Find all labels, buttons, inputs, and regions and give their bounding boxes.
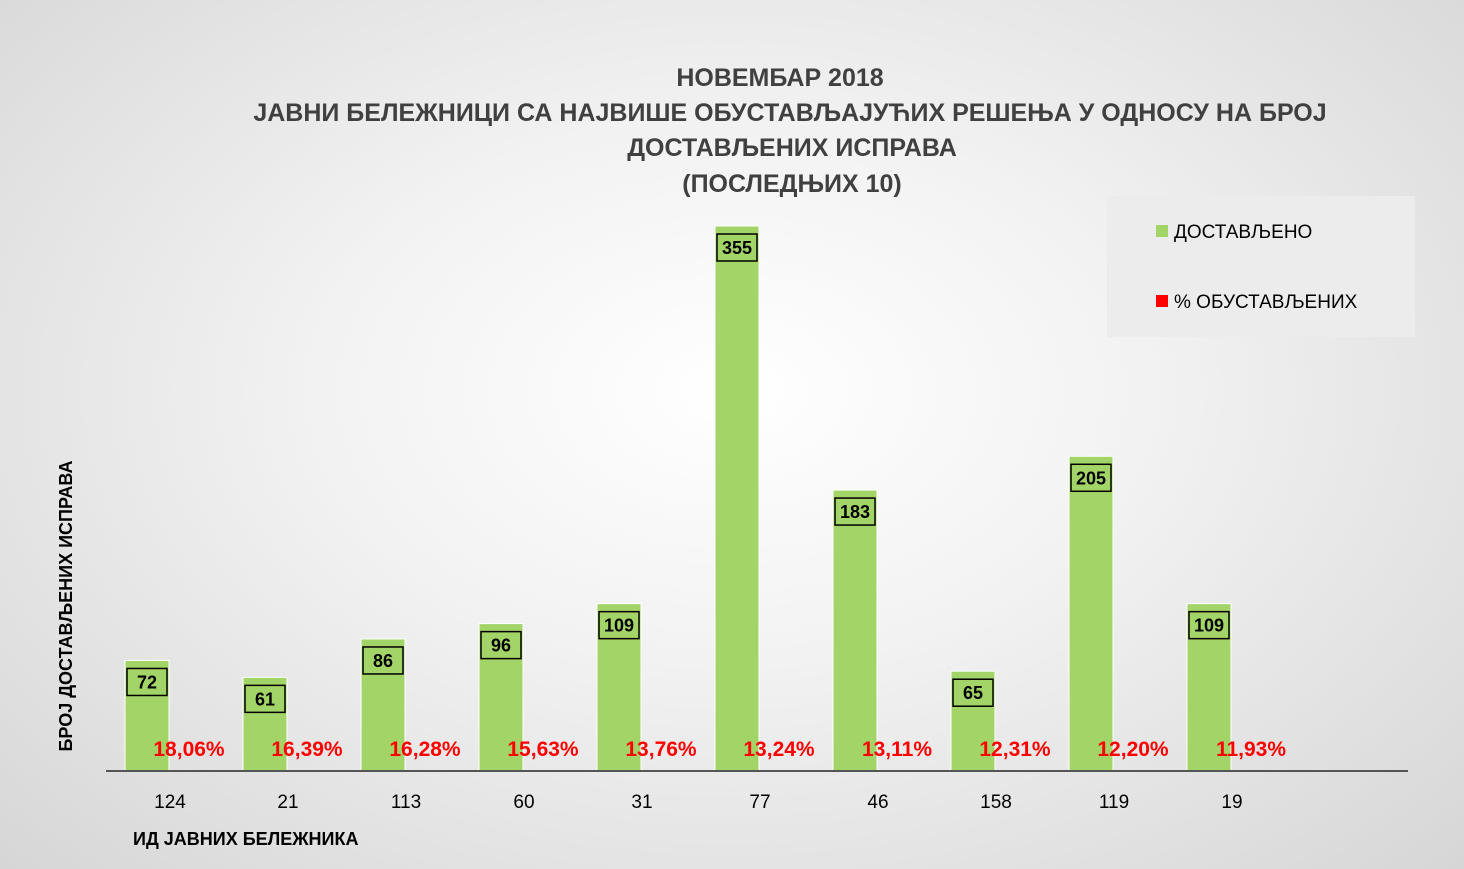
bar-series bbox=[124, 225, 1232, 772]
value-label-box-119 bbox=[1070, 463, 1112, 493]
title-line-4: (ПОСЛЕДЊИХ 10) bbox=[682, 170, 901, 198]
value-label-31: 109 bbox=[604, 616, 634, 636]
percent-label-113: 16,28% bbox=[389, 738, 461, 761]
title-line-2: ЈАВНИ БЕЛЕЖНИЦИ СА НАЈВИШЕ ОБУСТАВЉАЈУЋИ… bbox=[253, 99, 1326, 127]
value-label-box-21 bbox=[244, 684, 286, 714]
x-tick-labels: 124 21 113 60 31 77 46 158 119 19 bbox=[154, 792, 1242, 813]
title-line-3: ДОСТАВЉЕНИХ ИСПРАВА bbox=[627, 134, 957, 162]
legend-label-delivered: ДОСТАВЉЕНО bbox=[1174, 222, 1312, 243]
value-label-box-31 bbox=[598, 610, 640, 640]
bar-46 bbox=[832, 489, 878, 772]
x-tick-label-21: 21 bbox=[277, 792, 298, 813]
value-label-box-77 bbox=[716, 233, 758, 262]
title-line-1: НОВЕМБАР 2018 bbox=[676, 64, 883, 92]
value-label-113: 86 bbox=[373, 651, 393, 671]
value-label-box-124 bbox=[126, 667, 168, 697]
percent-label-21: 16,39% bbox=[271, 738, 343, 761]
value-label-box-113 bbox=[362, 646, 404, 675]
value-label-box-60 bbox=[480, 630, 522, 660]
legend-swatch-suspended-pct bbox=[1156, 295, 1168, 307]
value-label-box-158 bbox=[952, 678, 994, 707]
x-axis-title: ИД ЈАВНИХ БЕЛЕЖНИКА bbox=[133, 829, 358, 849]
x-tick-label-31: 31 bbox=[631, 792, 652, 813]
x-tick-label-124: 124 bbox=[154, 792, 186, 813]
value-label-119: 205 bbox=[1076, 468, 1106, 488]
percent-labels: 18,06% 16,39% 16,28% 15,63% 13,76% 13,24% 13,1… bbox=[153, 738, 1286, 761]
x-tick-label-119: 119 bbox=[1099, 792, 1129, 813]
percent-label-19: 11,93% bbox=[1216, 738, 1286, 761]
value-label-46: 183 bbox=[840, 502, 870, 522]
value-label-124: 72 bbox=[137, 672, 157, 692]
value-label-60: 96 bbox=[491, 636, 511, 656]
legend: ДОСТАВЉЕНО % ОБУСТАВЉЕНИХ bbox=[1107, 196, 1415, 337]
value-label-21: 61 bbox=[255, 689, 275, 709]
chart-title: НОВЕМБАР 2018 ЈАВНИ БЕЛЕЖНИЦИ СА НАЈВИШЕ… bbox=[253, 64, 1326, 198]
value-label-box-46 bbox=[834, 497, 876, 526]
x-tick-label-60: 60 bbox=[513, 792, 534, 813]
percent-label-124: 18,06% bbox=[153, 738, 225, 761]
y-axis-title: БРОЈ ДОСТАВЉЕНИХ ИСПРАВА bbox=[56, 461, 76, 752]
value-label-77: 355 bbox=[722, 238, 752, 258]
x-tick-label-77: 77 bbox=[749, 792, 770, 813]
percent-label-119: 12,20% bbox=[1097, 738, 1169, 761]
x-tick-label-19: 19 bbox=[1221, 792, 1242, 813]
value-label-19: 109 bbox=[1194, 616, 1224, 636]
x-tick-label-158: 158 bbox=[980, 792, 1012, 813]
legend-background bbox=[1107, 196, 1415, 337]
percent-label-46: 13,11% bbox=[862, 738, 932, 761]
legend-swatch-delivered bbox=[1156, 225, 1168, 237]
value-label-box-19 bbox=[1188, 610, 1230, 640]
percent-label-77: 13,24% bbox=[743, 738, 815, 761]
x-tick-label-113: 113 bbox=[391, 792, 421, 813]
bar-119 bbox=[1068, 455, 1114, 772]
legend-label-suspended-pct: % ОБУСТАВЉЕНИХ bbox=[1174, 292, 1358, 313]
percent-label-31: 13,76% bbox=[625, 738, 697, 761]
bar-77 bbox=[714, 225, 760, 772]
percent-label-158: 12,31% bbox=[979, 738, 1051, 761]
percent-label-60: 15,63% bbox=[507, 738, 579, 761]
value-label-158: 65 bbox=[963, 683, 983, 703]
value-labels: 72 61 86 96 109 355 183 65 205 109 bbox=[126, 233, 1230, 714]
x-tick-label-46: 46 bbox=[867, 792, 888, 813]
